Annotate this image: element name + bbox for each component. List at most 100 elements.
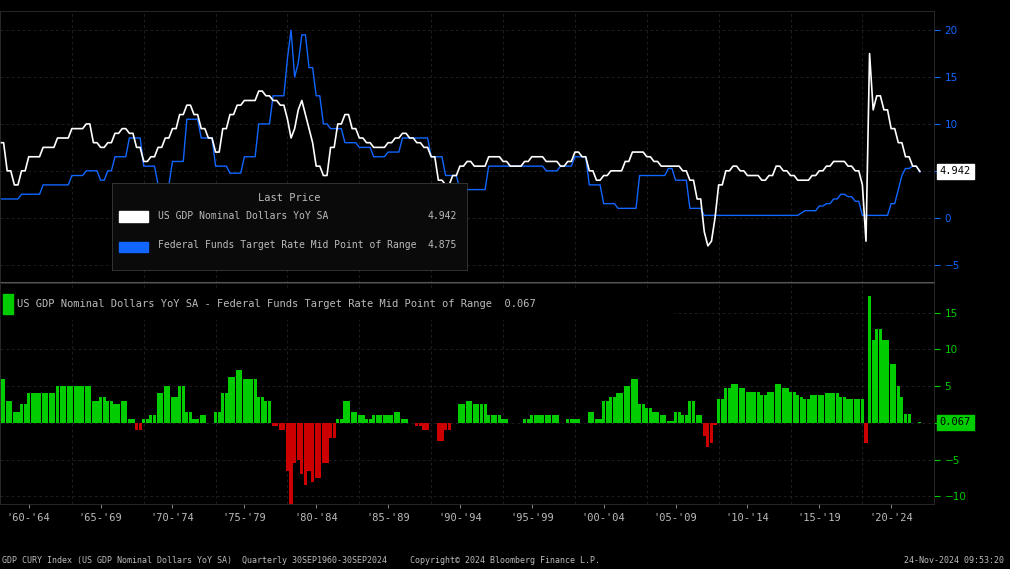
Bar [462, 405, 466, 423]
Bar [786, 388, 789, 423]
Bar [376, 415, 379, 423]
Bar [272, 423, 275, 427]
Bar [706, 423, 709, 447]
Bar [588, 412, 591, 423]
Bar [494, 415, 498, 423]
Bar [258, 397, 261, 423]
Bar [293, 423, 296, 463]
Bar [530, 415, 533, 423]
Bar [203, 415, 206, 423]
Bar [304, 423, 307, 485]
Bar [74, 386, 77, 423]
Bar [879, 329, 882, 423]
Bar [599, 419, 602, 423]
Bar [778, 384, 782, 423]
Bar [63, 386, 67, 423]
Bar [2, 379, 5, 423]
Bar [551, 415, 554, 423]
Bar [178, 386, 181, 423]
Bar [761, 395, 764, 423]
Bar [803, 399, 806, 423]
Text: 0.067: 0.067 [940, 417, 971, 427]
Bar [246, 379, 249, 423]
Bar [13, 412, 16, 423]
Bar [175, 397, 178, 423]
Bar [71, 386, 74, 423]
Bar [268, 401, 271, 423]
Bar [343, 401, 346, 423]
Bar [544, 415, 547, 423]
Bar [595, 419, 598, 423]
Bar [369, 419, 372, 423]
Bar [383, 415, 386, 423]
Bar [45, 394, 48, 423]
Bar [113, 405, 116, 423]
Bar [415, 423, 418, 427]
Bar [221, 394, 224, 423]
Bar [645, 408, 648, 423]
Bar [106, 401, 109, 423]
Bar [685, 415, 688, 423]
Bar [329, 423, 332, 438]
Bar [300, 423, 303, 474]
Bar [235, 370, 238, 423]
Bar [145, 419, 148, 423]
Bar [541, 415, 544, 423]
Bar [526, 419, 530, 423]
Bar [440, 423, 443, 441]
Bar [153, 415, 157, 423]
Bar [814, 395, 817, 423]
Bar [81, 386, 84, 423]
Bar [135, 423, 138, 430]
Bar [380, 415, 383, 423]
Bar [883, 340, 886, 423]
Bar [771, 391, 774, 423]
Bar [591, 412, 595, 423]
Bar [534, 415, 537, 423]
Bar [110, 401, 113, 423]
Bar [477, 405, 480, 423]
Bar [731, 384, 734, 423]
Bar [782, 388, 785, 423]
Bar [279, 423, 282, 430]
Bar [365, 419, 368, 423]
Bar [286, 423, 289, 471]
Bar [850, 399, 853, 423]
Bar [322, 423, 325, 463]
Bar [825, 394, 828, 423]
Bar [655, 412, 660, 423]
Bar [120, 401, 124, 423]
Bar [282, 423, 286, 430]
Bar [842, 397, 846, 423]
Bar [447, 423, 450, 430]
Bar [53, 394, 56, 423]
Bar [868, 296, 872, 423]
Bar [228, 377, 231, 423]
Bar [232, 377, 235, 423]
Bar [88, 386, 92, 423]
Bar [681, 415, 685, 423]
Bar [800, 397, 803, 423]
Bar [756, 391, 760, 423]
Bar [99, 397, 102, 423]
Bar [315, 423, 318, 478]
Bar [347, 401, 350, 423]
Bar [401, 419, 404, 423]
Bar [810, 395, 814, 423]
Bar [648, 408, 652, 423]
Bar [297, 423, 300, 460]
Bar [171, 397, 174, 423]
Bar [660, 415, 663, 423]
Bar [502, 419, 505, 423]
Bar [818, 395, 821, 423]
Bar [548, 415, 551, 423]
Bar [728, 388, 731, 423]
Bar [652, 412, 655, 423]
Bar [307, 423, 311, 471]
Bar [897, 386, 900, 423]
Bar [444, 423, 447, 430]
Bar [332, 423, 335, 438]
Bar [185, 412, 189, 423]
Bar [459, 405, 462, 423]
Bar [627, 386, 630, 423]
